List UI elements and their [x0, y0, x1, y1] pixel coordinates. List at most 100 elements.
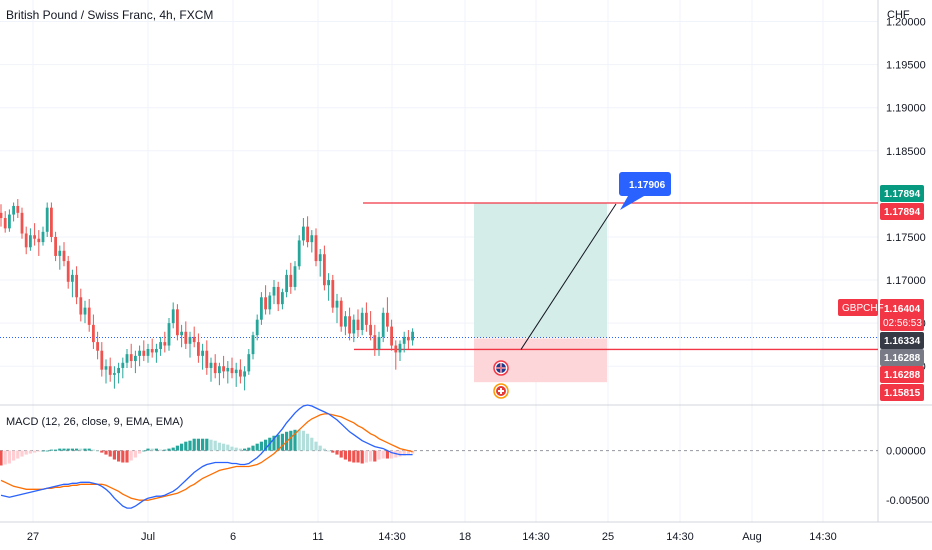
candle — [188, 331, 192, 358]
candle — [3, 211, 7, 233]
macd-histogram-bar — [91, 449, 95, 451]
candle — [297, 235, 301, 270]
candle — [167, 317, 171, 351]
macd-histogram-bar — [28, 450, 32, 454]
macd-histogram-bar — [112, 450, 116, 460]
candle — [66, 255, 70, 289]
candle — [402, 331, 406, 353]
candle — [83, 300, 87, 324]
candle — [234, 362, 238, 387]
macd-histogram-bar — [335, 450, 339, 455]
candle — [213, 354, 217, 379]
time-tick-label: Aug — [742, 531, 762, 543]
price-tick-label: 1.19500 — [886, 60, 926, 72]
event-flags[interactable] — [493, 360, 509, 399]
price-tick-label: 1.17000 — [886, 275, 926, 287]
macd-histogram-bar — [37, 450, 41, 452]
candle — [247, 348, 251, 375]
candle — [394, 340, 398, 370]
candle — [272, 280, 276, 305]
candle — [45, 202, 49, 237]
candle — [201, 343, 204, 370]
time-tick-label: 25 — [602, 531, 614, 543]
macd-histogram-bar — [41, 450, 45, 452]
macd-histogram-bar — [188, 440, 192, 451]
macd-histogram-bar — [213, 440, 217, 451]
candle — [205, 340, 209, 375]
projection-arrow — [520, 203, 617, 350]
profit-zone[interactable] — [474, 203, 607, 338]
macd-histogram-bar — [83, 448, 87, 451]
macd-histogram-bar — [121, 450, 125, 463]
macd-histogram-bar — [16, 450, 20, 459]
svg-text:GBPCHF: GBPCHF — [842, 303, 884, 314]
macd-histogram-bar — [356, 450, 360, 463]
candle — [411, 328, 414, 346]
macd-histogram-bar — [314, 441, 318, 451]
macd-histogram-bar — [138, 450, 142, 454]
stop-zone[interactable] — [474, 338, 607, 383]
macd-histogram-bar — [45, 450, 49, 452]
macd-histogram-bar — [163, 449, 167, 451]
macd-histogram-bar — [331, 450, 335, 453]
candle — [289, 262, 293, 294]
candle — [58, 245, 62, 270]
price-badge-take-profit-green: 1.17894 — [880, 185, 924, 202]
macd-tick-label: 0.00000 — [886, 446, 926, 458]
signal-line — [0, 413, 413, 501]
candle — [318, 249, 322, 277]
price-badge-target-line: 1.17894 — [880, 203, 924, 220]
candle — [360, 307, 364, 336]
time-axis[interactable]: 27 Jul 6 11 14:30 18 14:30 25 14:30 Aug 14:30 — [27, 531, 837, 543]
candle — [159, 336, 162, 356]
macd-histogram-bar — [146, 448, 150, 451]
candle — [331, 274, 335, 313]
macd-pane — [0, 404, 415, 509]
chf-flag-icon[interactable] — [493, 383, 509, 399]
candle — [180, 324, 183, 348]
macd-histogram-bar — [276, 434, 280, 451]
candle — [155, 343, 158, 363]
candle — [184, 321, 188, 349]
macd-histogram-bar — [293, 429, 297, 451]
macd-histogram-bar — [3, 450, 7, 465]
candle — [134, 350, 137, 374]
price-badge-stop-loss: 1.15815 — [880, 384, 924, 401]
macd-histogram-bar — [255, 443, 259, 451]
position-zones[interactable] — [474, 203, 607, 383]
macd-histogram-bar — [180, 443, 184, 451]
projection-line[interactable] — [520, 203, 617, 350]
macd-legend[interactable]: MACD (12, 26, close, 9, EMA, EMA) — [6, 416, 184, 428]
macd-histogram-bar — [369, 450, 373, 462]
candle — [50, 202, 53, 243]
macd-histogram-bar — [209, 439, 213, 451]
macd-histogram-bar — [205, 438, 209, 451]
macd-histogram-bar — [280, 433, 284, 451]
horizontal-lines[interactable] — [0, 202, 878, 351]
svg-text:1.17894: 1.17894 — [884, 207, 921, 218]
svg-text:1.17894: 1.17894 — [884, 189, 921, 200]
macd-histogram-bar — [154, 448, 158, 451]
gbp-flag-icon[interactable] — [493, 360, 509, 376]
macd-histogram-bar — [310, 437, 314, 451]
candlestick-series — [0, 199, 414, 391]
candle — [33, 223, 36, 246]
macd-histogram-bar — [264, 439, 268, 451]
candle — [407, 330, 410, 349]
candle — [12, 202, 15, 222]
candle — [264, 285, 267, 315]
candle — [302, 218, 305, 246]
macd-tick-label: -0.00500 — [886, 495, 929, 507]
macd-histogram-bar — [0, 450, 3, 466]
candle — [285, 269, 288, 298]
macd-histogram-bar — [318, 445, 322, 451]
candle — [243, 366, 246, 391]
macd-histogram-bar — [243, 448, 247, 451]
candle — [113, 366, 116, 389]
time-tick-label: Jul — [141, 531, 155, 543]
macd-histogram-bar — [259, 441, 263, 451]
macd-histogram-bar — [125, 450, 129, 463]
macd-histogram-bar — [70, 448, 74, 451]
